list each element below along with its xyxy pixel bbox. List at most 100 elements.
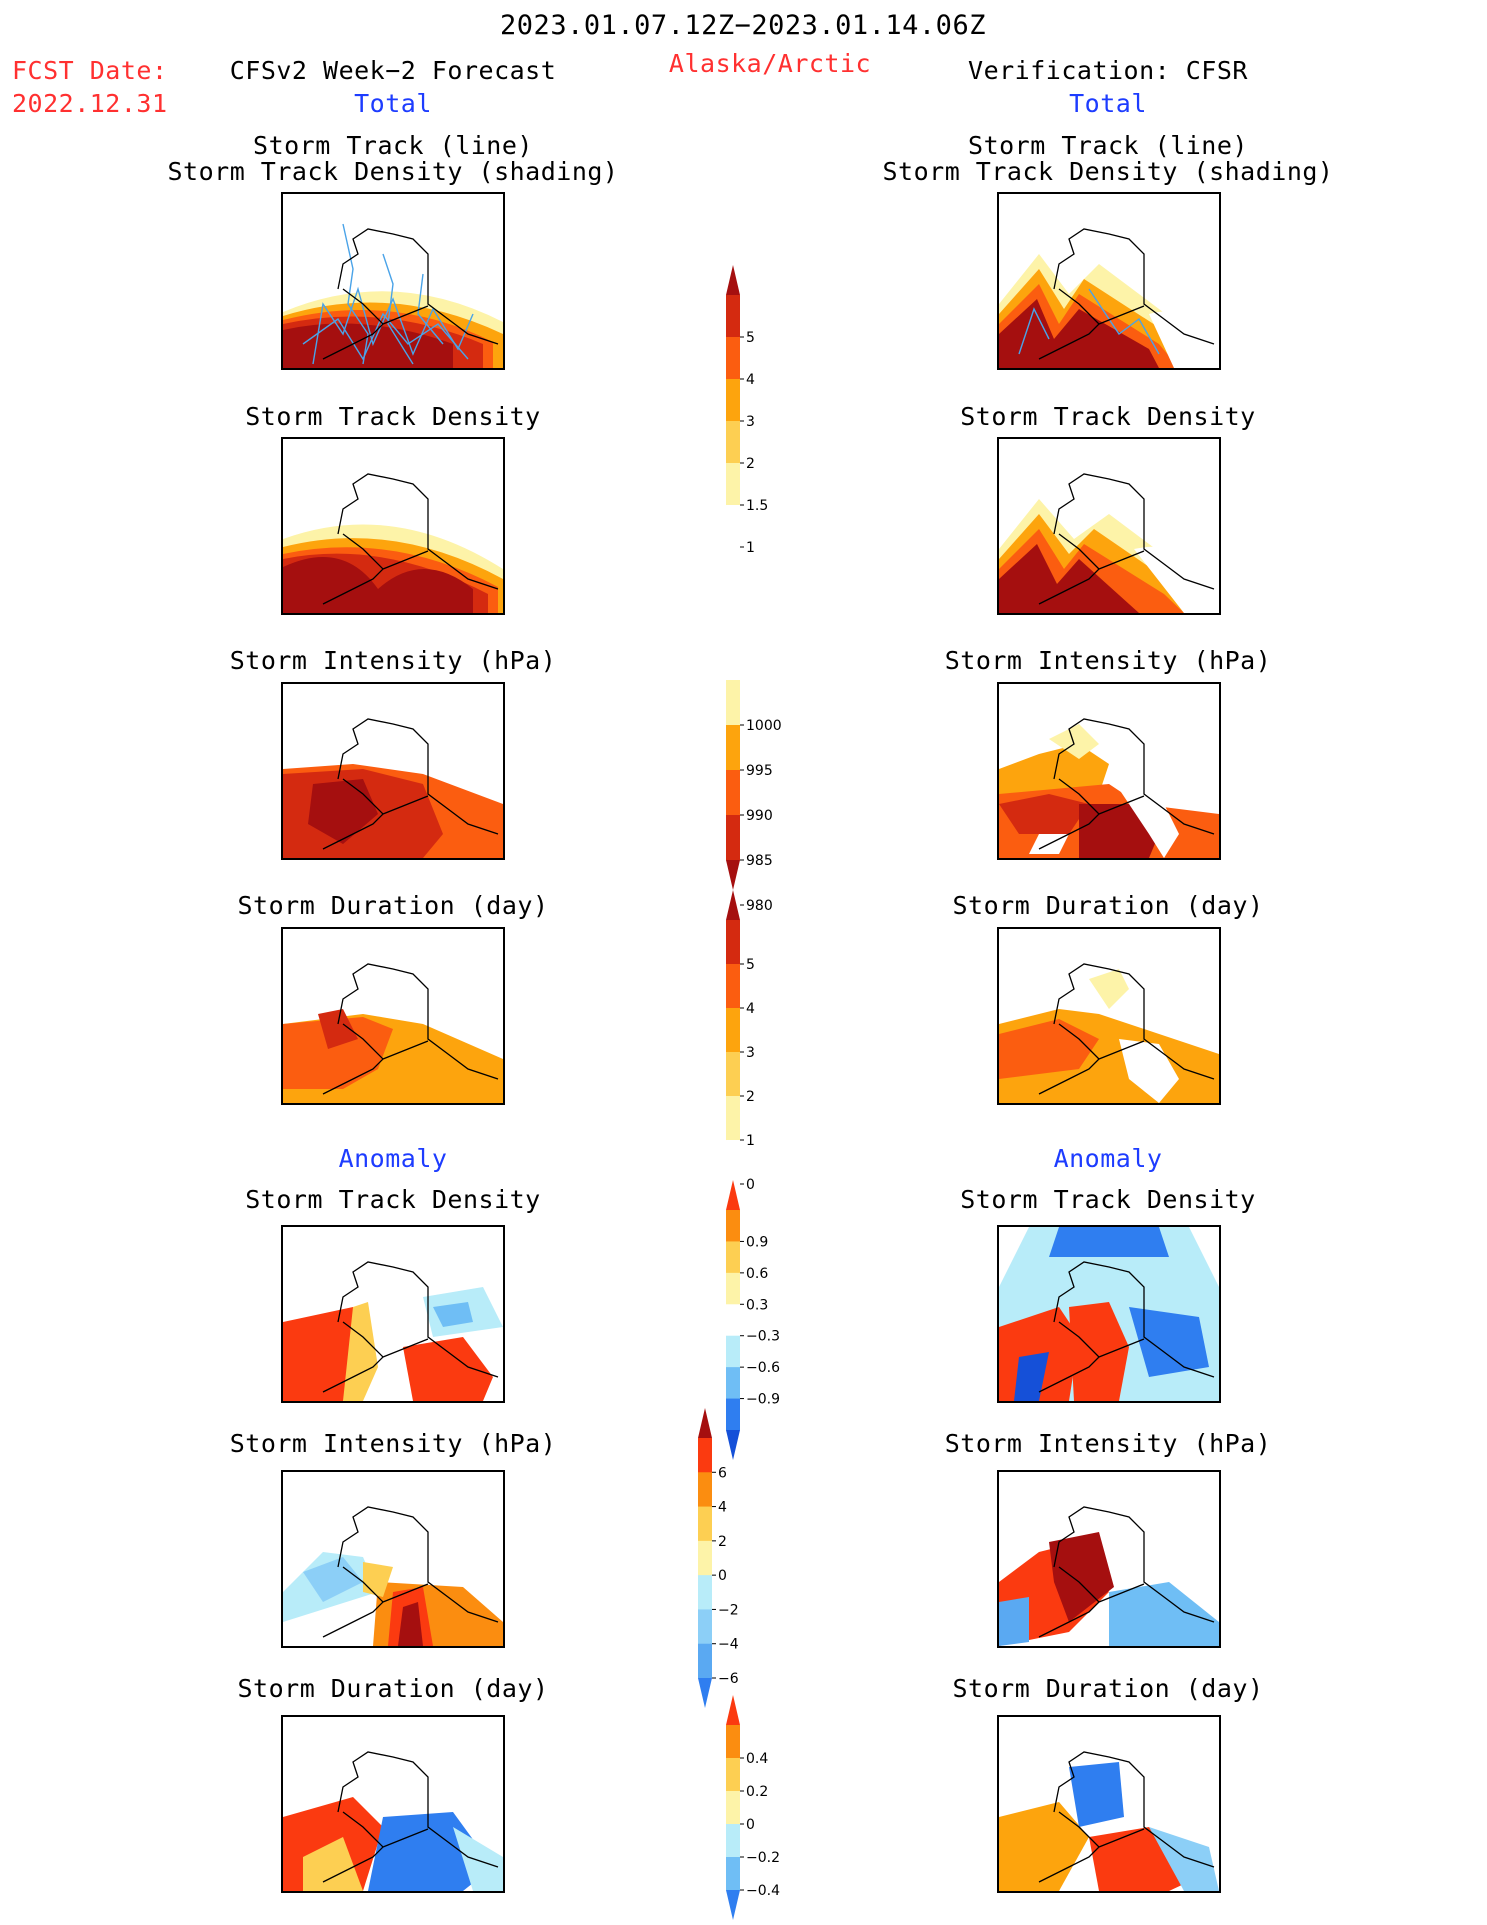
right-anom-intensity-map bbox=[997, 1470, 1221, 1648]
colorbar-top-cap bbox=[726, 1180, 740, 1210]
right-track-map bbox=[997, 192, 1221, 370]
right-track-density-shading-title: Storm Track Density (shading) bbox=[882, 157, 1334, 186]
colorbar-tick-label: 0.4 bbox=[746, 1751, 768, 1767]
coastline bbox=[322, 963, 499, 1095]
colorbar-segment bbox=[726, 1857, 740, 1891]
colorbar-svg: 0.4 0.2 0 −0.2 −0.4 bbox=[726, 1695, 780, 1920]
colorbar-svg: 1000 995 990 985 980 bbox=[726, 650, 782, 914]
colorbar-tick-label: 5 bbox=[746, 330, 755, 346]
coastline bbox=[322, 718, 499, 850]
left-intensity-title: Storm Intensity (hPa) bbox=[229, 646, 557, 675]
left-anom-intensity-title: Storm Intensity (hPa) bbox=[229, 1429, 557, 1458]
colorbar-segment bbox=[698, 1540, 712, 1576]
left-anomaly-label: Anomaly bbox=[338, 1144, 448, 1173]
colorbar-segment bbox=[726, 1241, 740, 1274]
right-anom-duration-title: Storm Duration (day) bbox=[952, 1674, 1264, 1703]
coastline bbox=[1038, 963, 1215, 1095]
colorbar-tick-label: 4 bbox=[746, 372, 755, 388]
colorbar-segment bbox=[726, 680, 740, 726]
left-anom-density-map bbox=[281, 1225, 505, 1403]
coastline bbox=[322, 1751, 499, 1883]
coastline bbox=[1038, 1751, 1215, 1883]
colorbar-duration-total: 5 4 3 2 1 0 bbox=[726, 890, 796, 1193]
colorbar-segment bbox=[726, 1210, 740, 1242]
coastline bbox=[1038, 1506, 1215, 1638]
colorbar-tick-label: 1.5 bbox=[746, 498, 768, 514]
colorbar-svg: 6 4 2 0 −2 −4 −6 bbox=[698, 1408, 739, 1708]
colorbar-svg: 5 4 3 2 1 0 bbox=[726, 890, 755, 1193]
colorbar-tick-label: 0 bbox=[746, 1177, 755, 1193]
right-duration-map bbox=[997, 927, 1221, 1105]
right-anom-intensity-title: Storm Intensity (hPa) bbox=[944, 1429, 1272, 1458]
colorbar-bottom-cap bbox=[726, 1430, 740, 1460]
left-anom-duration-title: Storm Duration (day) bbox=[237, 1674, 549, 1703]
colorbar-tick-label: −4 bbox=[718, 1637, 739, 1653]
right-intensity-map bbox=[997, 682, 1221, 860]
colorbar-segment bbox=[726, 1008, 740, 1053]
colorbar-tick-label: 0.9 bbox=[746, 1234, 768, 1250]
right-anomaly-label: Anomaly bbox=[1053, 1144, 1163, 1173]
colorbar-tick-label: 5 bbox=[746, 957, 755, 973]
colorbar-tick-label: −0.4 bbox=[746, 1883, 780, 1899]
colorbar-tick-label: 2 bbox=[718, 1534, 727, 1550]
colorbar-segment bbox=[726, 421, 740, 464]
colorbar-tick-label: −0.3 bbox=[746, 1329, 780, 1345]
colorbar-tick-label: 1000 bbox=[746, 718, 782, 734]
coastline bbox=[1038, 718, 1215, 850]
right-track-density-title: Storm Track Density bbox=[960, 402, 1256, 431]
colorbar-tick-label: −6 bbox=[718, 1671, 739, 1687]
colorbar-tick-label: 1 bbox=[746, 540, 755, 556]
colorbar-segment bbox=[698, 1575, 712, 1610]
left-track-density-shading-title: Storm Track Density (shading) bbox=[167, 157, 619, 186]
colorbar-bottom-cap bbox=[726, 505, 740, 535]
colorbar-segment bbox=[726, 1272, 740, 1305]
left-track-line-title: Storm Track (line) bbox=[253, 131, 533, 160]
colorbar-tick-label: 995 bbox=[746, 763, 773, 779]
colorbar-tick-label: 985 bbox=[746, 853, 773, 869]
right-column-title: Verification: CFSR bbox=[968, 56, 1248, 85]
left-track-map bbox=[281, 192, 505, 370]
left-total-label: Total bbox=[354, 89, 432, 118]
colorbar-segment bbox=[726, 1824, 740, 1858]
colorbar-bottom-cap bbox=[726, 1890, 740, 1920]
colorbar-segment bbox=[726, 770, 740, 816]
colorbar-tick-label: 6 bbox=[718, 1465, 727, 1481]
colorbar-tick-label: 0.3 bbox=[746, 1297, 768, 1313]
colorbar-segment bbox=[726, 964, 740, 1009]
coastline bbox=[322, 228, 499, 360]
colorbar-segment bbox=[698, 1472, 712, 1508]
right-track-line-title: Storm Track (line) bbox=[968, 131, 1248, 160]
fcst-date-value: 2022.12.31 bbox=[12, 89, 168, 118]
left-duration-title: Storm Duration (day) bbox=[237, 891, 549, 920]
left-anom-density-title: Storm Track Density bbox=[245, 1185, 541, 1214]
left-anom-intensity-map bbox=[281, 1470, 505, 1648]
colorbar-intensity-anom: 6 4 2 0 −2 −4 −6 bbox=[698, 1408, 768, 1712]
fcst-date-label: FCST Date: bbox=[12, 56, 168, 85]
colorbar-tick-label: 0.2 bbox=[746, 1784, 768, 1800]
colorbar-top-cap bbox=[726, 650, 740, 680]
colorbar-segment bbox=[698, 1609, 712, 1645]
colorbar-tick-label: 3 bbox=[746, 1045, 755, 1061]
colorbar-segment bbox=[726, 1398, 740, 1431]
colorbar-segment bbox=[698, 1643, 712, 1679]
colorbar-segment bbox=[726, 1791, 740, 1825]
colorbar-tick-label: −0.6 bbox=[746, 1360, 780, 1376]
left-intensity-map bbox=[281, 682, 505, 860]
colorbar-tick-label: 980 bbox=[746, 898, 773, 914]
colorbar-bottom-cap bbox=[698, 1678, 712, 1708]
coastline bbox=[1038, 1261, 1215, 1393]
colorbar-segment bbox=[726, 1367, 740, 1400]
colorbar-tick-label: 2 bbox=[746, 1089, 755, 1105]
forecast-period: 2023.01.07.12Z−2023.01.14.06Z bbox=[500, 10, 986, 41]
right-anom-density-map bbox=[997, 1225, 1221, 1403]
colorbar-svg: 0.9 0.6 0.3 −0.3 −0.6 −0.9 bbox=[726, 1180, 780, 1460]
colorbar-tick-label: −0.2 bbox=[746, 1850, 780, 1866]
colorbar-tick-label: 0.6 bbox=[746, 1266, 768, 1282]
coastline bbox=[1038, 228, 1215, 360]
left-duration-map bbox=[281, 927, 505, 1105]
colorbar-tick-label: 4 bbox=[746, 1001, 755, 1017]
colorbar-segment bbox=[726, 1335, 740, 1368]
right-duration-title: Storm Duration (day) bbox=[952, 891, 1264, 920]
colorbar-tick-label: −2 bbox=[718, 1602, 739, 1618]
left-track-density-title: Storm Track Density bbox=[245, 402, 541, 431]
